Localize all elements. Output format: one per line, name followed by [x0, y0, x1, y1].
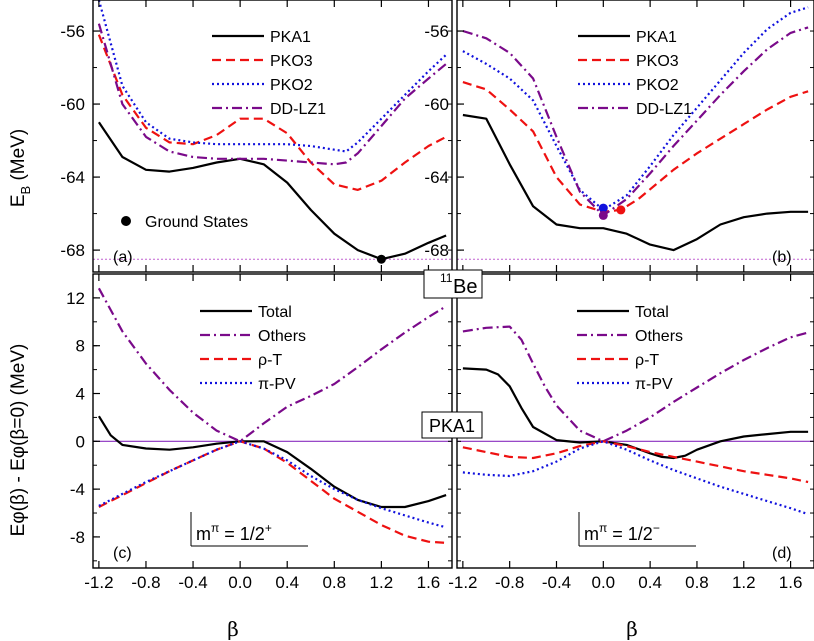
- legend-label: PKA1: [636, 29, 677, 46]
- y-tick-label: -60: [424, 95, 449, 114]
- series-line--pv: [462, 440, 809, 516]
- x-tick-label: -0.4: [178, 573, 207, 592]
- y-tick-label: 4: [76, 385, 85, 404]
- series-line-others: [462, 325, 809, 443]
- legend-label: ρ-T: [258, 352, 282, 369]
- panel-b: -56 -60 -64 -68 (b): [424, 0, 814, 273]
- ground-state-point: [598, 210, 608, 220]
- legend-d: Total Others ρ-T π-PV: [577, 304, 683, 393]
- ground-states-label: Ground States: [145, 214, 248, 231]
- y-tick-label: -68: [424, 241, 449, 260]
- x-tick-label: 0.4: [275, 573, 299, 592]
- panel-frame: [92, 0, 453, 273]
- svg-text:Be: Be: [453, 276, 477, 298]
- x-tick-label: 0.8: [322, 573, 346, 592]
- legend-label: π-PV: [258, 376, 296, 393]
- legend-b: PKA1 PKO3 PKO2 DD-LZ1: [578, 29, 692, 118]
- x-tick-label: 0.0: [228, 573, 252, 592]
- legend-label: DD-LZ1: [270, 101, 326, 118]
- legend-label: Total: [635, 304, 669, 321]
- x-tick-label: -1.2: [84, 573, 113, 592]
- panel-label: (b): [772, 249, 792, 266]
- ground-state-point: [376, 254, 386, 264]
- y-tick-label: -56: [424, 22, 449, 41]
- ground-state-point: [598, 203, 608, 213]
- series-line-pko2: [462, 6, 809, 211]
- x-tick-label: 0.0: [591, 573, 615, 592]
- panel-label: (c): [113, 545, 132, 562]
- y-tick-label: -68: [60, 241, 85, 260]
- x-tick-label: 0.4: [638, 573, 662, 592]
- x-axis-label-left: β: [227, 617, 239, 641]
- y-tick-label: -64: [424, 168, 449, 187]
- legend-label: Total: [258, 304, 292, 321]
- ground-state-point: [616, 205, 626, 215]
- y-tick-label: 12: [66, 289, 85, 308]
- x-tick-label: -0.8: [131, 573, 160, 592]
- spin-parity-label-c: mπ = 1/2+: [190, 512, 308, 547]
- legend-label: DD-LZ1: [636, 101, 692, 118]
- series-line-pka1: [97, 121, 447, 261]
- series-line--pv: [98, 440, 447, 529]
- panel-a: -56 -60 -64 -68 (a): [60, 0, 453, 273]
- y-tick-label: -4: [70, 480, 85, 499]
- x-tick-label: 1.6: [779, 573, 803, 592]
- x-axis-label-right: β: [626, 617, 638, 641]
- legend-label: PKO2: [636, 77, 679, 94]
- panel-c: 12 8 4 0 -4 -8 -1.2 -0.8 -0.4 0.0 0.4 0.8 1.2 1.6 (c): [66, 273, 453, 592]
- legend-label: Others: [258, 328, 306, 345]
- legend-a: PKA1 PKO3 PKO2 DD-LZ1: [212, 29, 326, 118]
- nucleus-label: 11 Be: [423, 269, 483, 299]
- series-line--t: [462, 440, 809, 484]
- series-line-pko3: [97, 34, 447, 191]
- svg-text:PKA1: PKA1: [429, 416, 475, 436]
- y-tick-label: -8: [70, 528, 85, 547]
- legend-label: PKO2: [270, 77, 313, 94]
- legend-label: PKO3: [270, 53, 313, 70]
- ground-state-marker: [121, 216, 131, 226]
- spin-parity-label-d: mπ = 1/2−: [578, 512, 696, 547]
- series-line-dd-lz1: [97, 23, 447, 166]
- y-axis-label-top: EB (MeV): [8, 129, 33, 207]
- x-tick-label: 1.2: [732, 573, 756, 592]
- x-tick-label: 1.6: [417, 573, 441, 592]
- x-tick-label: -0.8: [495, 573, 524, 592]
- series-line--t: [98, 440, 447, 544]
- series-line-others: [97, 287, 447, 443]
- model-label-box: PKA1: [421, 411, 483, 439]
- y-tick-label: -56: [60, 22, 85, 41]
- panel-label: (a): [113, 249, 133, 266]
- spin-parity-text: mπ = 1/2−: [584, 521, 660, 544]
- legend-label: Others: [635, 328, 683, 345]
- legend-label: π-PV: [635, 376, 673, 393]
- y-tick-label: 0: [76, 432, 85, 451]
- legend-c: Total Others ρ-T π-PV: [200, 304, 306, 393]
- series-line-pko3: [462, 81, 809, 213]
- legend-label: ρ-T: [635, 352, 659, 369]
- svg-text:11: 11: [440, 271, 453, 285]
- legend-label: PKA1: [270, 29, 311, 46]
- spin-parity-text: mπ = 1/2+: [196, 521, 272, 544]
- y-tick-label: 8: [76, 337, 85, 356]
- series-line-total: [462, 367, 809, 460]
- ground-states-legend: Ground States: [121, 214, 248, 231]
- panel-d: -1.2 -0.8 -0.4 0.0 0.4 0.8 1.2 1.6 (d): [448, 273, 814, 592]
- legend-label: PKO3: [636, 53, 679, 70]
- y-tick-label: -60: [60, 95, 85, 114]
- x-tick-label: 0.8: [685, 573, 709, 592]
- x-tick-label: 1.2: [370, 573, 394, 592]
- panel-label: (d): [772, 545, 792, 562]
- series-line-dd-lz1: [462, 26, 809, 217]
- y-tick-label: -64: [60, 168, 85, 187]
- x-tick-label: -0.4: [542, 573, 571, 592]
- series-line-pka1: [462, 113, 809, 252]
- series-line-pko2: [97, 0, 447, 153]
- x-tick-label: -1.2: [448, 573, 477, 592]
- panel-frame: [456, 0, 814, 273]
- y-axis-label-bottom: Eφ(β) - Eφ(β=0) (MeV): [8, 344, 29, 537]
- series-line-total: [97, 415, 447, 509]
